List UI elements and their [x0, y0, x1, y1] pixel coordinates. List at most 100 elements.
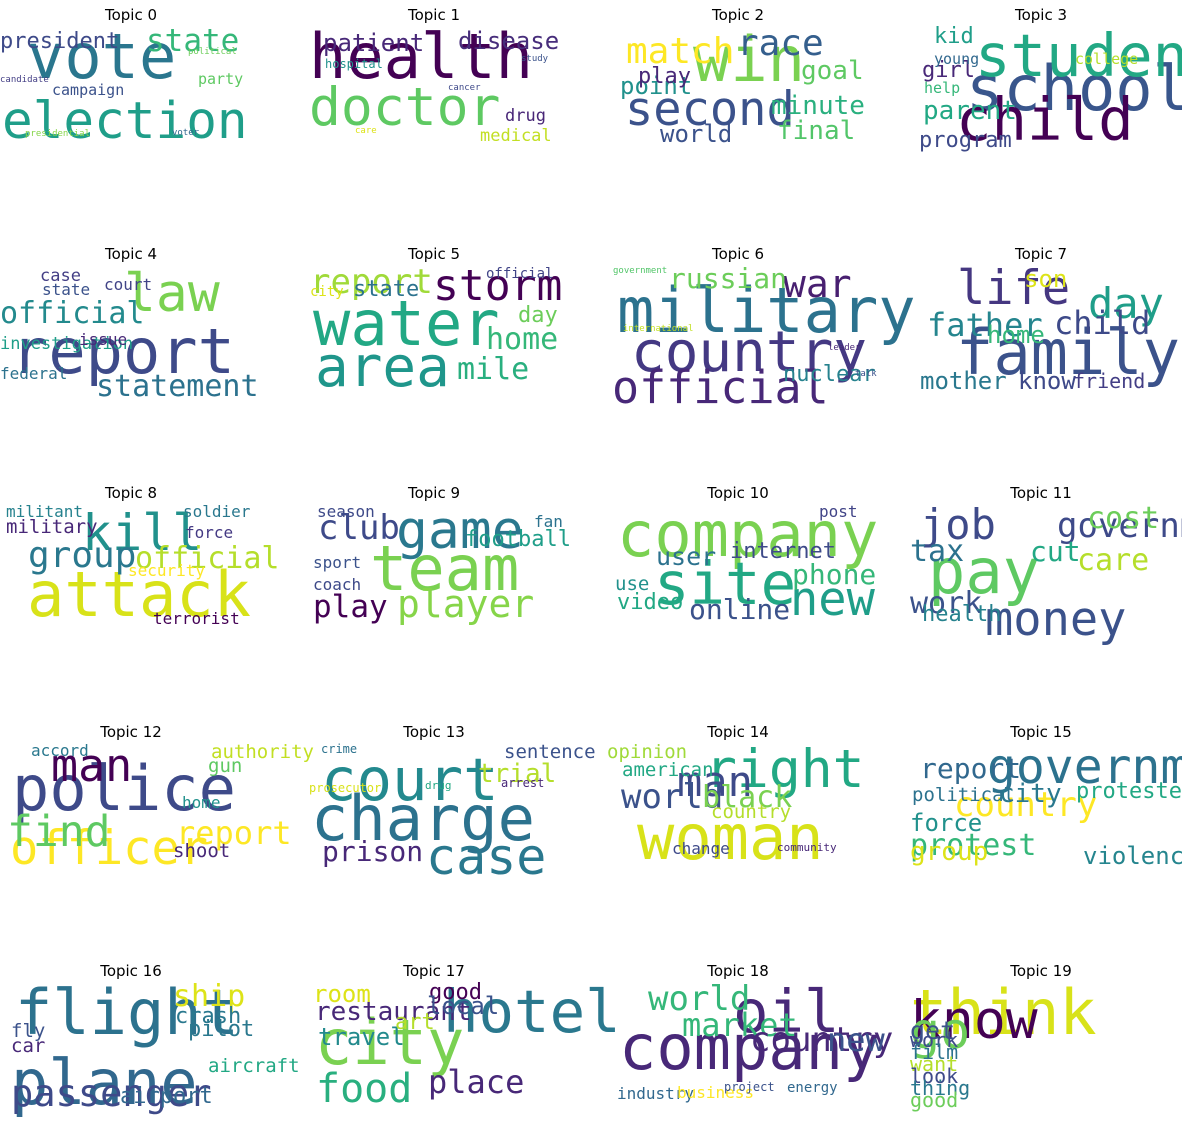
- wordcloud-word: city: [999, 779, 1062, 809]
- wordcloud-word: police: [12, 752, 236, 825]
- topic-title: Topic 0: [104, 6, 158, 24]
- wordcloud-word: leader: [828, 343, 861, 353]
- wordcloud-word: cut: [1030, 535, 1081, 568]
- wordcloud-word: good: [910, 1088, 959, 1112]
- wordcloud: military country official war russian nuclear…: [607, 262, 916, 411]
- wordcloud-word: day: [518, 303, 558, 328]
- wordcloud-word: mile: [457, 352, 530, 387]
- wordcloud-word: company: [619, 1011, 881, 1084]
- wordcloud-word: talk: [855, 369, 877, 379]
- wordcloud-word: season: [317, 502, 375, 521]
- wordcloud-word: world: [660, 120, 733, 148]
- wordcloud-word: nuclear: [783, 362, 876, 387]
- wordcloud-word: go: [910, 1002, 971, 1060]
- topic-panel: Topic 19 think know go get work film want look th…: [910, 962, 1172, 1122]
- wordcloud: win second race match goal minute final point pl…: [607, 26, 869, 166]
- topic-panel: Topic 12 police officer man find report shoot a…: [0, 723, 314, 883]
- wordcloud-word: day: [1088, 279, 1164, 328]
- topic-panel: Topic 2 win second race match goal minute final…: [607, 6, 869, 166]
- topic-title: Topic 18: [707, 962, 769, 980]
- wordcloud-word: sport: [313, 553, 362, 572]
- wordcloud: company site new user phone online internet vid…: [607, 504, 878, 644]
- wordcloud-word: report: [176, 814, 292, 852]
- wordcloud-word: country: [711, 801, 792, 823]
- wordcloud-word: child: [956, 85, 1134, 154]
- wordcloud-word: money: [985, 592, 1127, 647]
- wordcloud-word: drug: [505, 106, 546, 126]
- wordcloud-word: force: [185, 523, 234, 542]
- wordcloud-word: flight: [15, 976, 239, 1049]
- wordcloud-word: thing: [910, 1076, 971, 1100]
- topic-panel: Topic 9 team game player club play football sea…: [303, 484, 571, 644]
- wordcloud-word: cancer: [448, 83, 481, 93]
- wordcloud-word: local: [427, 992, 500, 1020]
- wordcloud-word: protest: [910, 828, 1037, 863]
- wordcloud-word: american: [622, 759, 714, 781]
- wordcloud-word: hotel: [443, 977, 621, 1046]
- wordcloud-word: aircraft: [208, 1055, 300, 1077]
- wordcloud-word: area: [315, 335, 450, 400]
- wordcloud-word: military: [617, 274, 916, 347]
- wordcloud-word: game: [396, 500, 524, 561]
- topic-title: Topic 3: [1014, 6, 1068, 24]
- wordcloud-word: gun: [208, 755, 243, 777]
- wordcloud-word: team: [370, 532, 520, 605]
- wordcloud-word: match: [626, 31, 735, 72]
- wordcloud-word: russian: [669, 262, 788, 295]
- wordcloud-word: violence: [1083, 842, 1182, 870]
- wordcloud-word: goal: [801, 56, 864, 86]
- wordcloud-word: official: [0, 296, 145, 331]
- wordcloud-word: health: [922, 602, 1002, 627]
- topic-panel: Topic 3 schoolstudentchildparent kid girl pr…: [910, 6, 1182, 166]
- topic-title: Topic 19: [1010, 962, 1072, 980]
- wordcloud-word: home: [987, 321, 1045, 349]
- wordcloud-word: industry: [617, 1084, 695, 1103]
- wordcloud-word: city: [315, 1006, 465, 1079]
- wordcloud-word: court: [321, 745, 499, 814]
- wordcloud-word: know: [1018, 367, 1076, 395]
- wordcloud-word: opinion: [607, 741, 688, 763]
- wordcloud-word: help: [924, 79, 961, 97]
- wordcloud-word: room: [313, 980, 371, 1008]
- wordcloud-word: election: [2, 92, 248, 151]
- wordcloud-word: federal: [0, 364, 68, 383]
- wordcloud-word: investigation: [0, 334, 134, 354]
- wordcloud-word: doctor: [309, 77, 501, 138]
- wordcloud-word: new: [790, 572, 875, 627]
- wordcloud-word: care: [355, 126, 377, 136]
- wordcloud-word: case: [426, 828, 547, 886]
- wordcloud-word: military: [6, 516, 98, 538]
- topic-title: Topic 8: [104, 484, 158, 502]
- wordcloud-word: race: [737, 23, 824, 64]
- wordcloud-word: terrorist: [153, 609, 240, 628]
- wordcloud-word: case: [40, 266, 81, 286]
- wordcloud-word: new: [827, 1021, 885, 1059]
- wordcloud-word: food: [316, 1066, 413, 1112]
- wordcloud-word: patient: [323, 29, 425, 57]
- wordcloud-word: campaign: [52, 81, 125, 99]
- wordcloud-word: political: [912, 784, 1015, 806]
- wordcloud: family life day child father home son mother kno…: [910, 265, 1180, 405]
- topic-title: Topic 17: [403, 962, 465, 980]
- wordcloud-word: good: [429, 980, 482, 1005]
- topic-title: Topic 12: [100, 723, 162, 741]
- wordcloud-word: oil: [733, 977, 840, 1046]
- wordcloud-word: statement: [96, 369, 259, 404]
- wordcloud-word: club: [318, 508, 400, 548]
- wordcloud-word: crash: [175, 1004, 242, 1029]
- topic-panel: Topic 4 report law official statement investi…: [0, 245, 262, 405]
- wordcloud-word: man: [51, 739, 133, 792]
- wordcloud-word: site: [654, 549, 797, 618]
- wordcloud: police officer man find report shoot authority…: [0, 739, 314, 883]
- wordcloud: vote election state president campaign party p…: [0, 26, 262, 166]
- wordcloud-word: government: [613, 266, 668, 276]
- wordcloud-word: work: [910, 586, 983, 621]
- wordcloud-word: candidate: [0, 75, 49, 85]
- wordcloud-word: job: [920, 500, 996, 549]
- wordcloud-word: airport: [120, 1084, 213, 1109]
- wordcloud-word: minute: [771, 91, 865, 121]
- topic-panel: Topic 14 woman right man world black country op…: [607, 723, 869, 883]
- wordcloud-word: family: [956, 316, 1180, 389]
- wordcloud-word: phone: [792, 558, 877, 591]
- wordcloud-word: play: [638, 64, 691, 89]
